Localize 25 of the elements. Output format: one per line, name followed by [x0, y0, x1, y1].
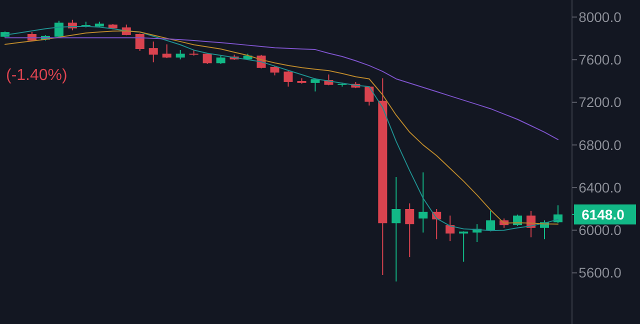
candlestick: [270, 66, 280, 76]
y-tick-label: 6400.0: [578, 179, 622, 196]
candlestick: [176, 49, 185, 60]
y-tick-label: 8000.0: [578, 8, 622, 25]
y-tick-label: 6000.0: [578, 222, 622, 238]
candlestick: [148, 41, 158, 63]
candlestick: [513, 214, 522, 226]
candlestick: [162, 44, 172, 59]
annotation: (-1.40%): [6, 67, 68, 84]
candlestick: [364, 86, 374, 106]
text: 6148.0: [582, 206, 625, 222]
y-tick-label: 7200.0: [578, 94, 622, 110]
y-tick-label: 6800.0: [578, 136, 622, 153]
candlestick: [284, 70, 293, 88]
candlestick: [54, 20, 64, 38]
candlestick: [135, 33, 144, 52]
candlestick: [310, 78, 320, 92]
candlestick: [405, 202, 414, 258]
candlestick: [392, 176, 401, 282]
candlestick: [486, 210, 496, 232]
y-tick-label: 7600.0: [578, 52, 622, 68]
candlestick: [446, 215, 455, 242]
y-tick-label: 5600.0: [578, 264, 622, 281]
candlestick: [459, 230, 468, 262]
candlestick: [418, 172, 428, 234]
